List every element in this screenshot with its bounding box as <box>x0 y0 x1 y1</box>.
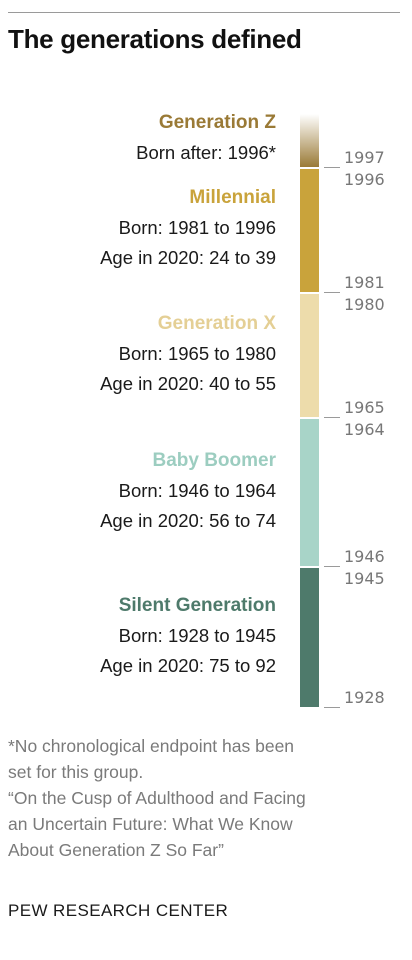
generation-born-range: Born: 1928 to 1945 <box>118 625 276 646</box>
year-label-silent-generation-end: 1945 <box>344 569 385 589</box>
bar-millennial <box>300 168 319 293</box>
tick-millennial-start <box>324 292 340 294</box>
tick-generation-x-start <box>324 417 340 419</box>
generation-block-generation-x: Generation X Born: 1965 to 1980 Age in 202… <box>0 309 276 399</box>
year-label-generation-x-start: 1965 <box>344 398 385 418</box>
generation-name: Millennial <box>189 187 276 208</box>
generation-born-range: Born: 1965 to 1980 <box>118 343 276 364</box>
generation-block-silent-generation: Silent Generation Born: 1928 to 1945 Age i… <box>0 591 276 681</box>
generation-age-range: Age in 2020: 24 to 39 <box>100 247 276 268</box>
bar-generation-z <box>300 114 319 167</box>
generation-name: Generation Z <box>158 112 276 133</box>
tick-baby-boomer-start <box>324 566 340 568</box>
year-label-generation-z-start: 1997 <box>344 147 385 167</box>
footnote-line-2: set for this group. <box>8 762 144 782</box>
year-label-baby-boomer-end: 1964 <box>344 420 385 440</box>
year-label-generation-x-end: 1980 <box>344 295 385 315</box>
chart-title: The generations defined <box>8 24 302 54</box>
generation-age-range: Age in 2020: 56 to 74 <box>100 510 276 531</box>
generation-block-baby-boomer: Baby Boomer Born: 1946 to 1964 Age in 2020… <box>0 446 276 536</box>
generation-born-range: Born after: 1996* <box>136 142 276 163</box>
bar-generation-x <box>300 294 319 418</box>
generation-born-range: Born: 1946 to 1964 <box>118 480 276 501</box>
year-label-baby-boomer-start: 1946 <box>344 547 385 567</box>
generation-born-range: Born: 1981 to 1996 <box>118 217 276 238</box>
source-credit: PEW RESEARCH CENTER <box>8 901 229 920</box>
footnote-line-1: *No chronological endpoint has been <box>8 736 295 756</box>
footnote-line-3: “On the Cusp of Adulthood and Facing <box>8 788 306 808</box>
generation-block-generation-z: Generation Z Born after: 1996* <box>0 108 276 168</box>
generation-age-range: Age in 2020: 40 to 55 <box>100 373 276 394</box>
tick-silent-generation-start <box>324 707 340 708</box>
generation-name: Generation X <box>157 313 276 334</box>
bar-baby-boomer <box>300 419 319 567</box>
generation-name: Silent Generation <box>118 595 276 616</box>
generation-age-range: Age in 2020: 75 to 92 <box>100 655 276 676</box>
year-label-millennial-start: 1981 <box>344 273 385 293</box>
year-label-millennial-end: 1996 <box>344 169 385 189</box>
year-label-silent-generation-start: 1928 <box>344 688 385 707</box>
footnote: *No chronological endpoint has been set … <box>8 733 403 863</box>
footnote-line-5: About Generation Z So Far” <box>8 840 224 860</box>
generation-name: Baby Boomer <box>152 450 276 471</box>
top-rule <box>8 12 400 13</box>
bar-silent-generation <box>300 568 319 707</box>
tick-generation-z-start <box>324 166 340 168</box>
footnote-line-4: an Uncertain Future: What We Know <box>8 814 293 834</box>
generation-block-millennial: Millennial Born: 1981 to 1996 Age in 2020:… <box>0 183 276 273</box>
